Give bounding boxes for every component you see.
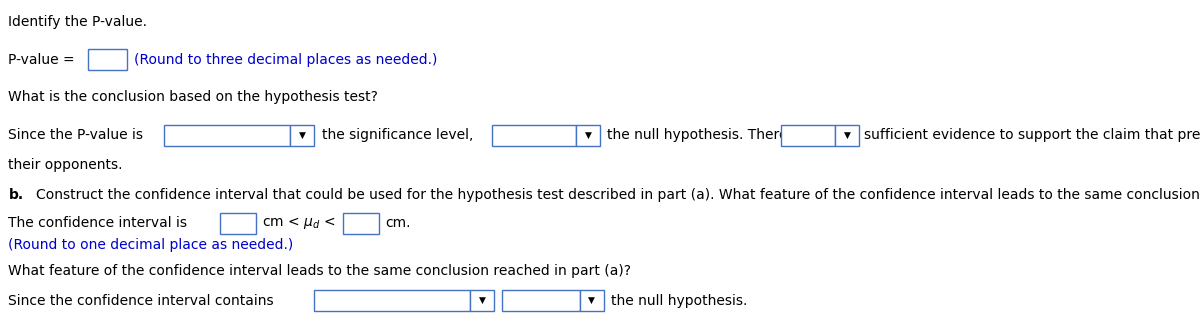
Text: The confidence interval is: The confidence interval is [8, 216, 187, 230]
FancyBboxPatch shape [502, 291, 580, 311]
Text: ▼: ▼ [588, 296, 595, 305]
FancyBboxPatch shape [343, 213, 379, 234]
FancyBboxPatch shape [576, 125, 600, 146]
Text: the significance level,: the significance level, [322, 128, 473, 142]
FancyBboxPatch shape [164, 125, 290, 146]
Text: Since the confidence interval contains: Since the confidence interval contains [8, 293, 274, 308]
Text: Identify the P-value.: Identify the P-value. [8, 15, 148, 29]
Text: Since the P-value is: Since the P-value is [8, 128, 144, 142]
FancyBboxPatch shape [220, 213, 256, 234]
FancyBboxPatch shape [88, 49, 127, 70]
Text: (Round to one decimal place as needed.): (Round to one decimal place as needed.) [8, 238, 294, 252]
FancyBboxPatch shape [580, 291, 604, 311]
Text: cm < $\mu_d$ <: cm < $\mu_d$ < [262, 215, 335, 231]
Text: What is the conclusion based on the hypothesis test?: What is the conclusion based on the hypo… [8, 90, 378, 105]
Text: P-value =: P-value = [8, 53, 76, 67]
Text: ▼: ▼ [584, 131, 592, 140]
Text: ▼: ▼ [479, 296, 486, 305]
FancyBboxPatch shape [290, 125, 314, 146]
Text: ▼: ▼ [844, 131, 851, 140]
Text: Construct the confidence interval that could be used for the hypothesis test des: Construct the confidence interval that c… [36, 188, 1200, 202]
Text: b.: b. [8, 188, 24, 202]
Text: cm.: cm. [385, 216, 410, 230]
FancyBboxPatch shape [492, 125, 576, 146]
Text: What feature of the confidence interval leads to the same conclusion reached in : What feature of the confidence interval … [8, 264, 631, 278]
Text: their opponents.: their opponents. [8, 158, 122, 172]
FancyBboxPatch shape [835, 125, 859, 146]
FancyBboxPatch shape [314, 291, 470, 311]
FancyBboxPatch shape [470, 291, 494, 311]
Text: ▼: ▼ [299, 131, 306, 140]
Text: sufficient evidence to support the claim that presidents tend to be taller than: sufficient evidence to support the claim… [864, 128, 1200, 142]
FancyBboxPatch shape [781, 125, 835, 146]
Text: the null hypothesis.: the null hypothesis. [611, 293, 748, 308]
Text: (Round to three decimal places as needed.): (Round to three decimal places as needed… [134, 53, 438, 67]
Text: the null hypothesis. There: the null hypothesis. There [607, 128, 787, 142]
